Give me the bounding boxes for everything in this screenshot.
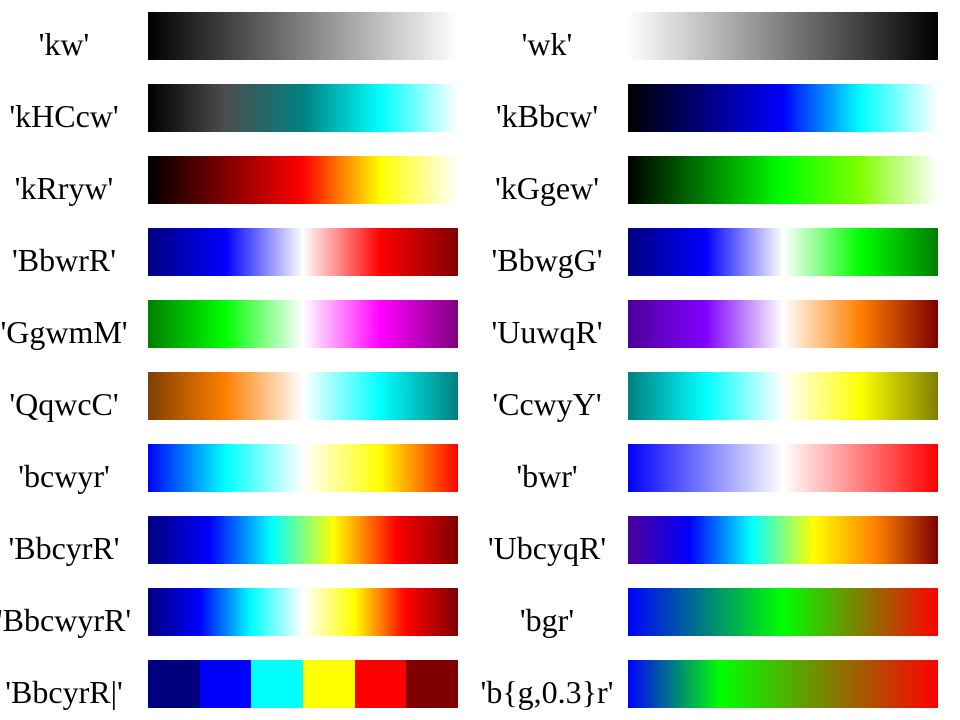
colormap-bar-right-5: [628, 372, 938, 420]
colormap-bar-left-0: [148, 12, 458, 60]
colormap-label-right-4: 'UuwqR': [491, 314, 603, 350]
colormap-bar-left-9-segment-3: [303, 660, 355, 708]
colormap-label-left-2: 'kRryw': [14, 170, 114, 206]
colormap-label-right-2: 'kGgew': [495, 170, 599, 206]
colormap-label-left-9: 'BbcyrR|': [5, 674, 123, 710]
colormap-label-left-1: 'kHCcw': [9, 98, 119, 134]
colormap-label-right-8: 'bgr': [519, 602, 575, 638]
colormap-bar-left-5: [148, 372, 458, 420]
colormap-label-left-8: 'BbcwyrR': [0, 602, 132, 638]
colormap-bar-right-1: [628, 84, 938, 132]
colormap-bar-left-3: [148, 228, 458, 276]
colormap-bar-left-4: [148, 300, 458, 348]
colormap-label-right-5: 'CcwyY': [492, 386, 602, 422]
colormap-label-right-0: 'wk': [521, 26, 573, 62]
colormap-bar-left-1: [148, 84, 458, 132]
colormap-bar-right-9: [628, 660, 938, 708]
colormap-bar-left-6: [148, 444, 458, 492]
colormap-bar-left-8: [148, 588, 458, 636]
colormap-bar-right-6: [628, 444, 938, 492]
colormap-label-left-4: 'GgwmM': [0, 314, 128, 350]
colormap-bar-right-0: [628, 12, 938, 60]
colormap-label-right-1: 'kBbcw': [495, 98, 599, 134]
colormap-bar-right-3: [628, 228, 938, 276]
colormap-bar-left-7: [148, 516, 458, 564]
colormap-bar-left-9-segment-5: [406, 660, 459, 708]
colormap-bar-left-9-segment-0: [148, 660, 200, 708]
colormap-bar-right-7: [628, 516, 938, 564]
colormap-bar-left-2: [148, 156, 458, 204]
colormap-bar-right-4: [628, 300, 938, 348]
colormap-bar-left-9-segment-1: [199, 660, 252, 708]
colormap-label-left-3: 'BbwrR': [12, 242, 116, 278]
colormap-label-left-7: 'BbcyrR': [8, 530, 120, 566]
colormap-bar-right-8: [628, 588, 938, 636]
colormap-bar-right-2: [628, 156, 938, 204]
colormap-label-left-6: 'bcwyr': [18, 458, 110, 494]
colormap-label-right-7: 'UbcyqR': [487, 530, 607, 566]
colormap-label-right-6: 'bwr': [516, 458, 578, 494]
colormap-label-left-0: 'kw': [38, 26, 90, 62]
colormap-label-left-5: 'QqwcC': [9, 386, 119, 422]
colormap-label-right-9: 'b{g,0.3}r': [480, 674, 614, 710]
colormap-bar-left-9-segment-4: [354, 660, 407, 708]
colormap-label-right-3: 'BbwgG': [491, 242, 603, 278]
colormap-bar-left-9-segment-2: [251, 660, 304, 708]
colormap-bar-left-9: [148, 660, 459, 708]
